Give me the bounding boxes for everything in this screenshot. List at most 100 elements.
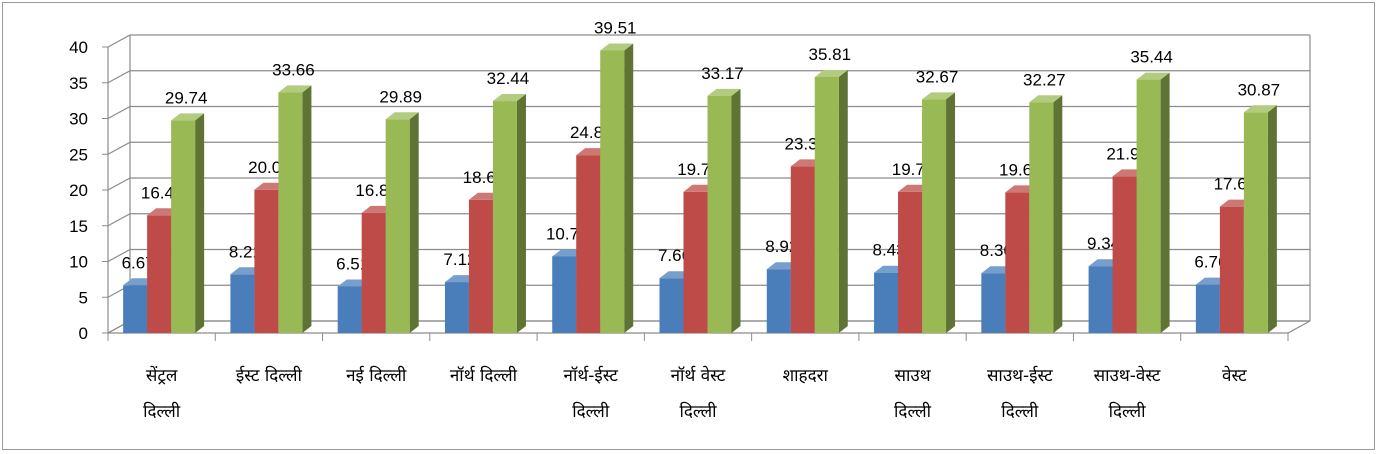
data-label: 7.12 <box>443 250 476 269</box>
bar <box>171 120 196 333</box>
x-category-label: नॉर्थ दिल्ली <box>450 365 518 386</box>
bar-side <box>624 43 634 333</box>
data-label: 7.66 <box>658 246 691 265</box>
bar <box>278 92 303 334</box>
data-label: 29.74 <box>165 88 208 107</box>
bar <box>552 256 577 333</box>
y-tick-label: 40 <box>69 38 88 57</box>
data-label: 6.67 <box>122 253 155 272</box>
bar-top <box>600 43 634 51</box>
y-tick-label: 15 <box>69 217 88 236</box>
bar-side <box>302 85 312 334</box>
bar <box>1005 192 1030 333</box>
x-category-label: साउथ-वेस्ट <box>1094 365 1161 386</box>
bar <box>1088 266 1113 333</box>
x-category-label: शाहदरा <box>783 366 829 386</box>
bar <box>123 285 148 333</box>
bar-side <box>946 92 956 333</box>
x-category-label: ईस्ट दिल्ली <box>236 365 303 386</box>
bar <box>147 215 172 333</box>
bar <box>766 269 791 333</box>
bar-top <box>278 85 312 93</box>
bar <box>790 166 815 333</box>
data-label: 8.43 <box>872 241 905 260</box>
bar-top <box>492 94 526 102</box>
bar-side <box>1267 105 1277 333</box>
y-tick-label: 25 <box>69 145 88 164</box>
bar <box>361 212 386 333</box>
bar <box>600 50 625 333</box>
bar-top <box>814 69 848 77</box>
gridline-side <box>107 105 131 120</box>
y-tick-label: 35 <box>69 74 88 93</box>
x-category-label: सेंट्रल <box>146 365 178 386</box>
bar-side <box>195 113 205 333</box>
x-category-label: दिल्ली <box>1109 401 1147 422</box>
x-category-label: नॉर्थ वेस्ट <box>671 365 726 386</box>
x-category-label: वेस्ट <box>1222 365 1247 386</box>
gridline-side <box>107 70 131 84</box>
bar <box>1243 112 1268 333</box>
bar-side <box>1053 95 1063 333</box>
bar <box>898 191 923 333</box>
data-label: 8.21 <box>229 242 262 261</box>
bar-side <box>838 69 848 334</box>
data-label: 8.36 <box>980 241 1013 260</box>
bar <box>707 95 732 333</box>
bar-top <box>922 92 956 100</box>
bar-top <box>171 113 205 121</box>
bar-side <box>409 112 419 333</box>
data-label: 33.66 <box>272 60 315 79</box>
data-label: 39.51 <box>594 19 637 38</box>
bar <box>444 282 469 333</box>
y-tick-label: 0 <box>79 324 88 343</box>
gridline-side <box>107 248 131 263</box>
bar <box>659 278 684 333</box>
bar <box>492 101 517 333</box>
bar-side <box>731 88 741 333</box>
bar <box>1029 102 1054 333</box>
data-label: 9.34 <box>1087 234 1120 253</box>
x-category-label: दिल्ली <box>1001 401 1039 422</box>
data-label: 30.87 <box>1238 80 1281 99</box>
x-category-label: दिल्ली <box>572 401 610 422</box>
data-label: 6.76 <box>1194 253 1227 272</box>
y-tick-label: 30 <box>69 110 88 129</box>
gridline-side <box>107 213 131 227</box>
data-label: 32.44 <box>487 69 530 88</box>
bar <box>874 272 899 333</box>
x-category-label: दिल्ली <box>143 401 181 422</box>
bar <box>1219 206 1244 333</box>
data-label: 35.44 <box>1130 48 1173 67</box>
bar <box>1136 79 1161 333</box>
data-label: 35.81 <box>808 45 851 64</box>
bar-side <box>1160 72 1170 333</box>
bar <box>981 273 1006 333</box>
data-label: 32.27 <box>1023 70 1066 89</box>
bar <box>385 119 410 333</box>
bar <box>922 99 947 333</box>
y-tick-label: 10 <box>69 253 88 272</box>
bar-top <box>707 88 741 96</box>
data-label: 32.67 <box>916 67 959 86</box>
bar <box>337 286 362 333</box>
x-category-label: नॉर्थ-ईस्ट <box>564 365 619 386</box>
bar-side <box>516 94 526 333</box>
bar <box>1112 176 1137 333</box>
gridline-side <box>107 141 131 155</box>
y-tick-label: 5 <box>79 288 88 307</box>
gridline-side <box>107 34 131 48</box>
data-label: 29.89 <box>379 87 422 106</box>
x-category-label: दिल्ली <box>679 401 717 422</box>
bar <box>1195 284 1220 333</box>
data-label: 6.51 <box>336 254 369 273</box>
bar <box>468 199 493 333</box>
bar <box>683 191 708 333</box>
bar-top <box>1029 95 1063 103</box>
data-label: 33.17 <box>701 64 744 83</box>
bar <box>814 76 839 333</box>
bar-top <box>1136 72 1170 80</box>
bar <box>254 189 279 333</box>
x-category-label: साउथ-ईस्ट <box>987 365 1053 386</box>
